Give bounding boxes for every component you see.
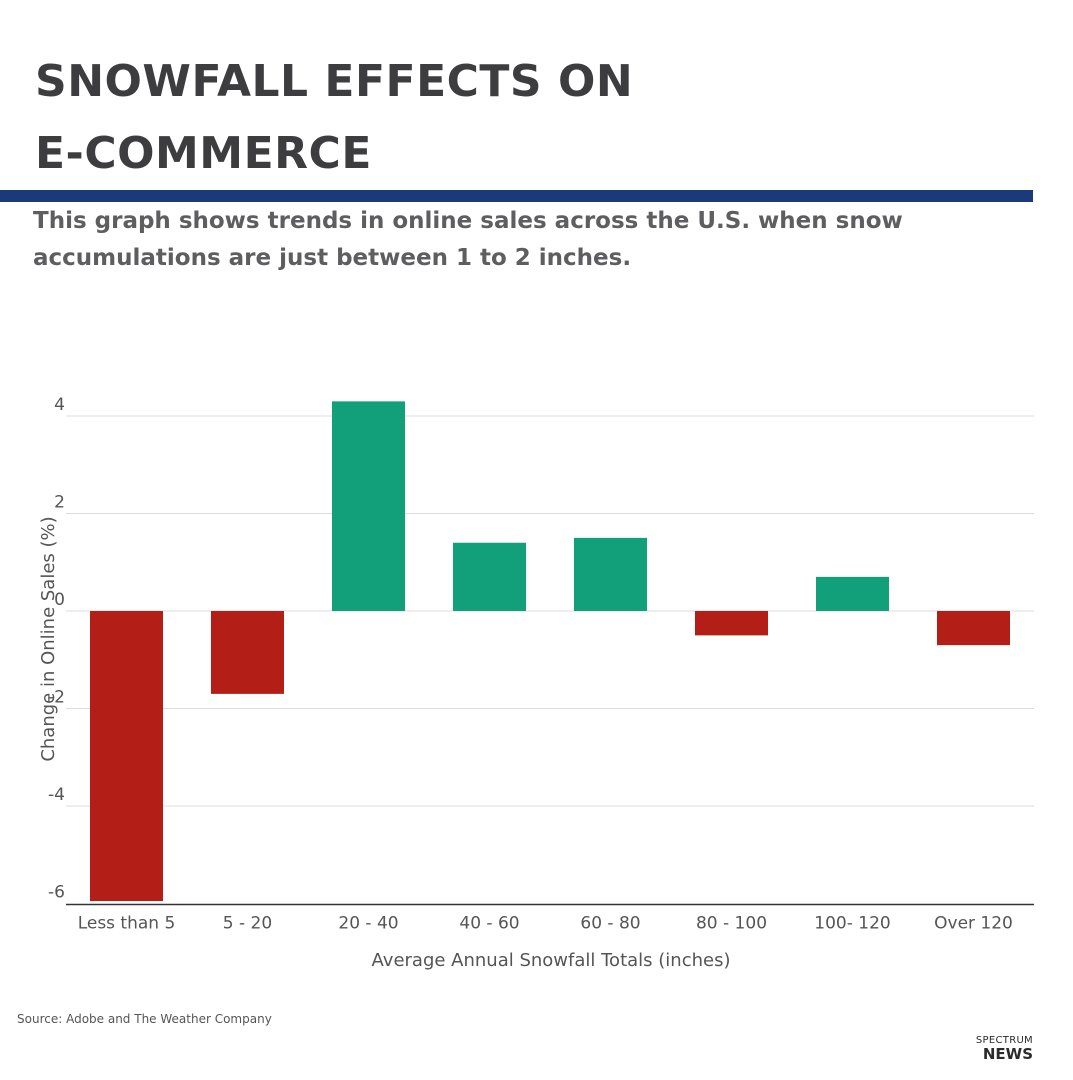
y-tick-label: 0	[54, 590, 65, 610]
x-tick-label: 40 - 60	[459, 914, 519, 934]
bar	[574, 537, 647, 611]
title-divider	[0, 190, 1033, 202]
y-tick-label: -2	[48, 688, 65, 708]
y-tick-label: 4	[54, 395, 65, 415]
x-tick-label: 100- 120	[814, 914, 890, 934]
bar	[937, 611, 1010, 646]
x-tick-label: Over 120	[934, 914, 1013, 934]
y-tick-label: 2	[54, 493, 65, 513]
bar	[90, 611, 163, 902]
logo-text-top: SPECTRUM	[975, 1035, 1033, 1046]
logo-text-bottom: NEWS	[982, 1045, 1033, 1063]
x-tick-label: 80 - 100	[696, 914, 767, 934]
source-note: Source: Adobe and The Weather Company	[17, 1012, 272, 1026]
bar	[453, 542, 526, 611]
bar	[695, 611, 768, 636]
bar	[816, 576, 889, 611]
x-tick-label: 60 - 80	[580, 914, 640, 934]
bars	[90, 401, 1010, 902]
y-tick-label: -4	[48, 785, 65, 805]
chart-title: SNOWFALL EFFECTS ON E-COMMERCE	[35, 46, 795, 190]
chart-title-line-1: SNOWFALL EFFECTS ON	[35, 56, 634, 107]
x-tick-label: Less than 5	[78, 914, 176, 934]
chart-title-line-2: E-COMMERCE	[35, 128, 372, 179]
x-tick-label: 20 - 40	[338, 914, 398, 934]
y-axis-title: Change in Online Sales (%)	[38, 516, 59, 761]
bar	[332, 401, 405, 611]
chart-subtitle: This graph shows trends in online sales …	[33, 208, 903, 271]
bar	[211, 611, 284, 694]
spectrum-news-logo: SPECTRUM NEWS	[976, 1036, 1033, 1062]
y-tick-label: -6	[48, 883, 65, 903]
x-tick-label: 5 - 20	[223, 914, 272, 934]
axes: 4 2 0 -2 -4 -6 Less than 5 5 - 20 20 - 40 40 - 60…	[48, 395, 1034, 934]
x-axis-title: Average Annual Snowfall Totals (inches)	[372, 950, 731, 971]
